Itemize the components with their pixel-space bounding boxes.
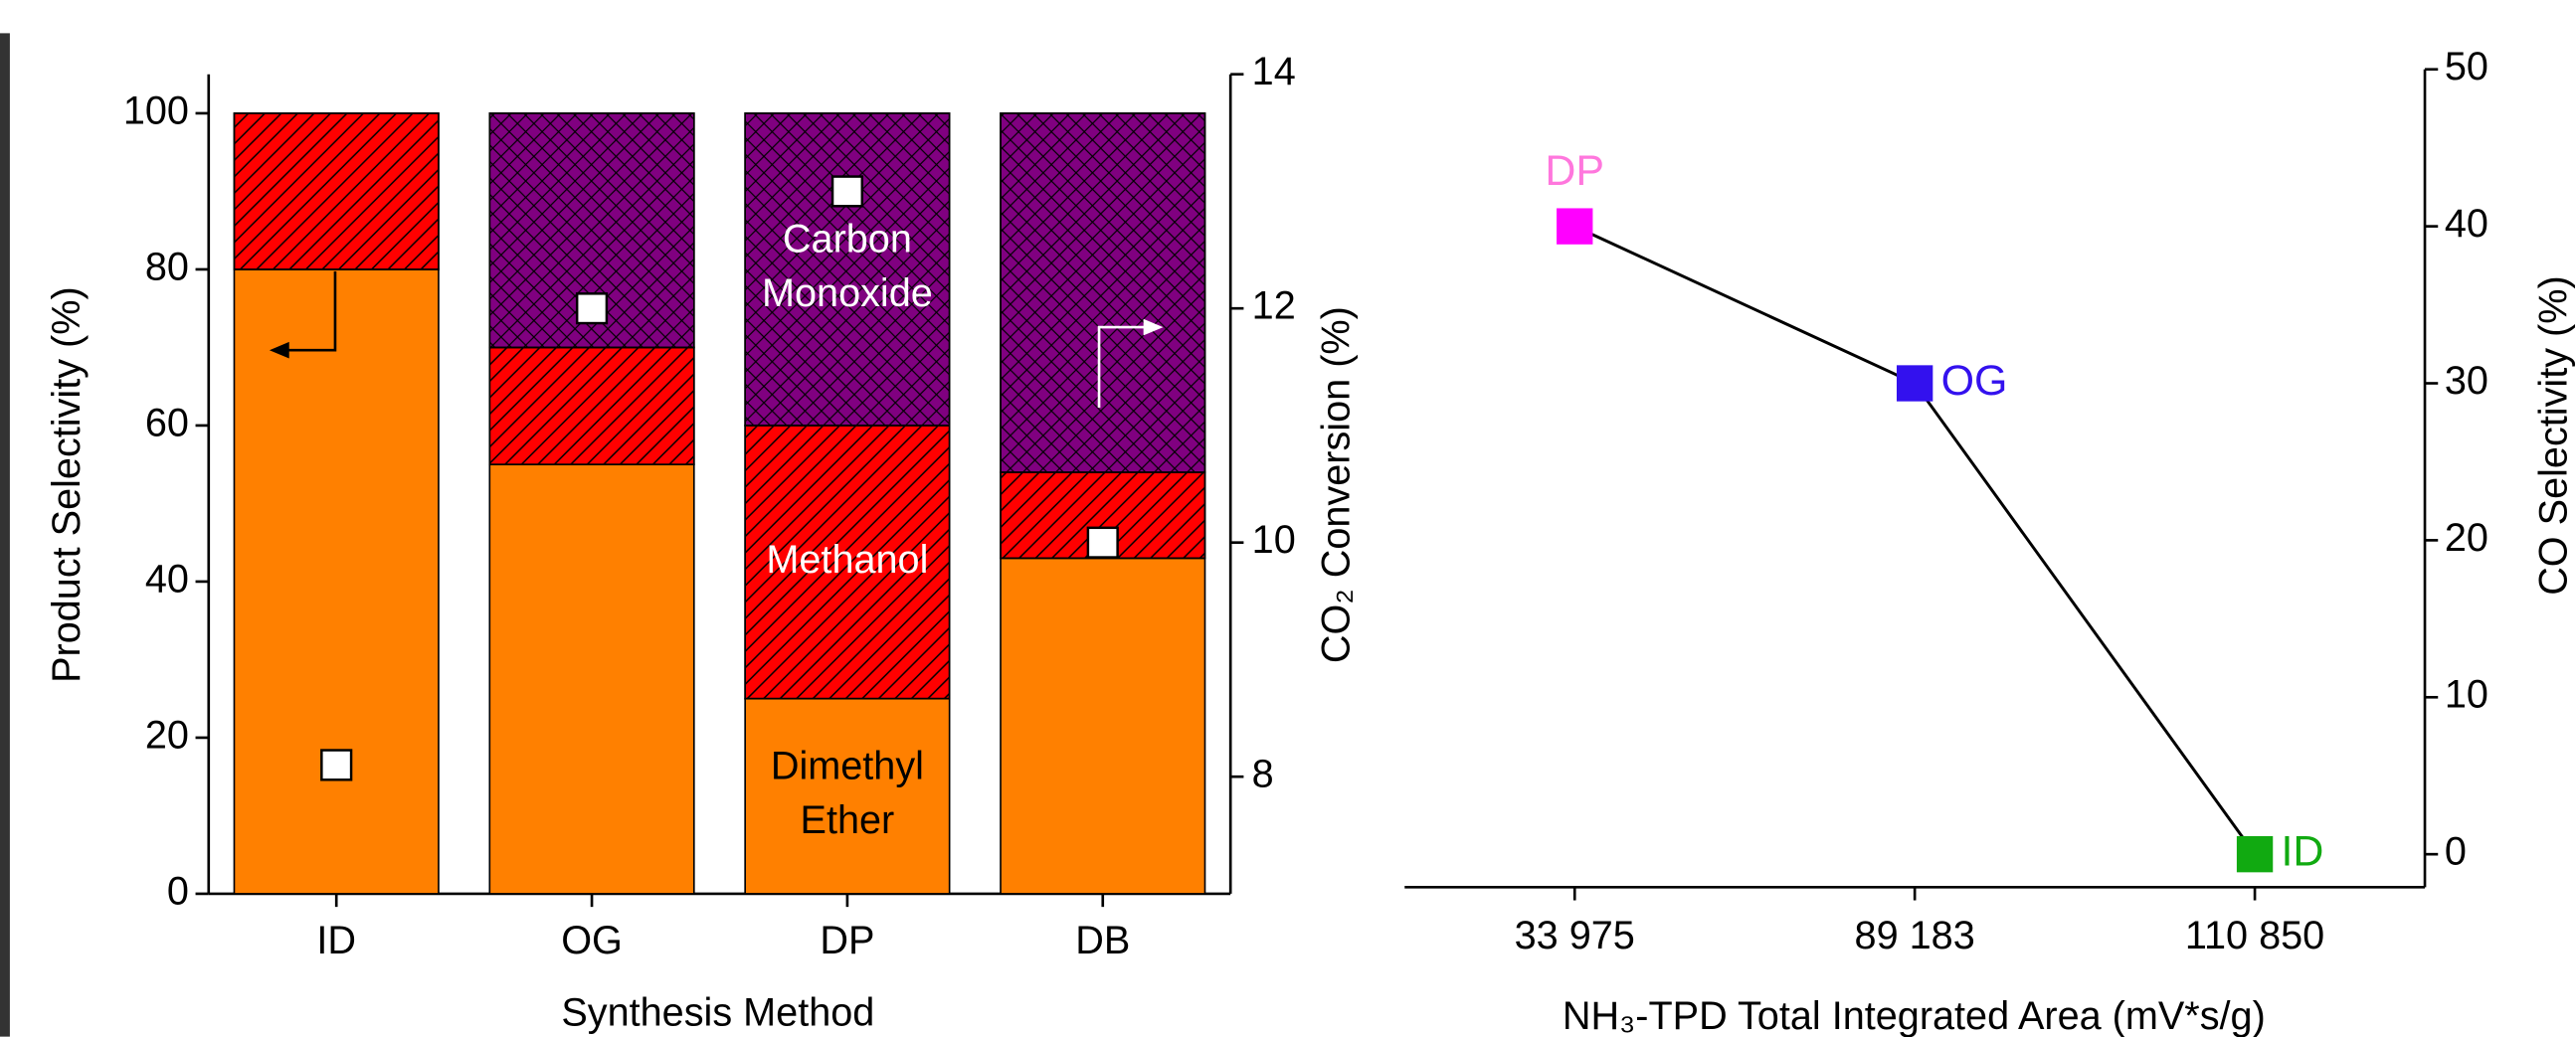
x-axis-title: Synthesis Method xyxy=(561,991,874,1035)
bar-hatch xyxy=(745,113,949,426)
figure: Synthesis Method Product Selectivity (%)… xyxy=(0,0,2576,1037)
x-tick-label: 33 975 xyxy=(1515,914,1635,957)
y-axis-title: Product Selectivity (%) xyxy=(45,286,89,683)
edge-strip xyxy=(0,33,10,1036)
y-tick-label: 0 xyxy=(167,869,189,913)
x-axis-title: NH₃-TPD Total Integrated Area (mV*s/g) xyxy=(1563,994,2266,1037)
point-label: DP xyxy=(1545,147,1604,195)
conversion-marker xyxy=(832,177,862,207)
y2-axis-title: CO Selectivity (%) xyxy=(2532,275,2576,595)
y2-tick-label: 50 xyxy=(2445,45,2488,88)
y2-tick-label: 40 xyxy=(2445,202,2488,246)
x-tick-label: ID xyxy=(316,919,356,962)
bar-segment xyxy=(234,269,438,894)
y-tick-label: 40 xyxy=(145,557,189,601)
bar-segment xyxy=(745,699,949,894)
point-label: OG xyxy=(1941,357,2008,405)
y-tick-label: 60 xyxy=(145,401,189,444)
y2-tick-label: 8 xyxy=(1252,753,1274,796)
point-marker xyxy=(2237,836,2273,872)
x-tick-label: DB xyxy=(1075,919,1130,962)
y2-tick-label: 20 xyxy=(2445,516,2488,560)
x-tick-label: 89 183 xyxy=(1855,914,1975,957)
point-marker xyxy=(1897,365,1932,401)
conversion-marker xyxy=(577,293,607,323)
y-tick-label: 80 xyxy=(145,245,189,288)
y2-tick-label: 10 xyxy=(2445,673,2488,717)
y-tick-label: 20 xyxy=(145,713,189,757)
bar-hatch xyxy=(489,347,693,464)
bar-segment xyxy=(489,464,693,894)
y-tick-label: 100 xyxy=(123,88,189,132)
y2-axis-title: CO₂ Conversion (%) xyxy=(1315,306,1359,663)
y2-tick-label: 30 xyxy=(2445,359,2488,403)
marks: 0 20 40 60 80 100 8 10 12 14 ID OG DP DB 0 10 20 30 40 50 33… xyxy=(123,45,2488,962)
bar-segment xyxy=(1001,558,1204,894)
point-marker xyxy=(1557,208,1592,244)
series-label: Methanol xyxy=(766,538,928,582)
y2-tick-label: 10 xyxy=(1252,518,1296,562)
bar-hatch xyxy=(1001,113,1204,472)
bar-hatch xyxy=(234,113,438,269)
conversion-marker xyxy=(1088,528,1118,558)
x-tick-label: DP xyxy=(820,919,874,962)
point-label: ID xyxy=(2282,828,2324,876)
y2-tick-label: 14 xyxy=(1252,50,1296,93)
y2-tick-label: 12 xyxy=(1252,284,1296,328)
y2-tick-label: 0 xyxy=(2445,830,2467,874)
conversion-marker xyxy=(321,751,351,780)
x-tick-label: 110 850 xyxy=(2185,914,2324,957)
series-line xyxy=(1574,227,2255,855)
x-tick-label: OG xyxy=(561,919,623,962)
